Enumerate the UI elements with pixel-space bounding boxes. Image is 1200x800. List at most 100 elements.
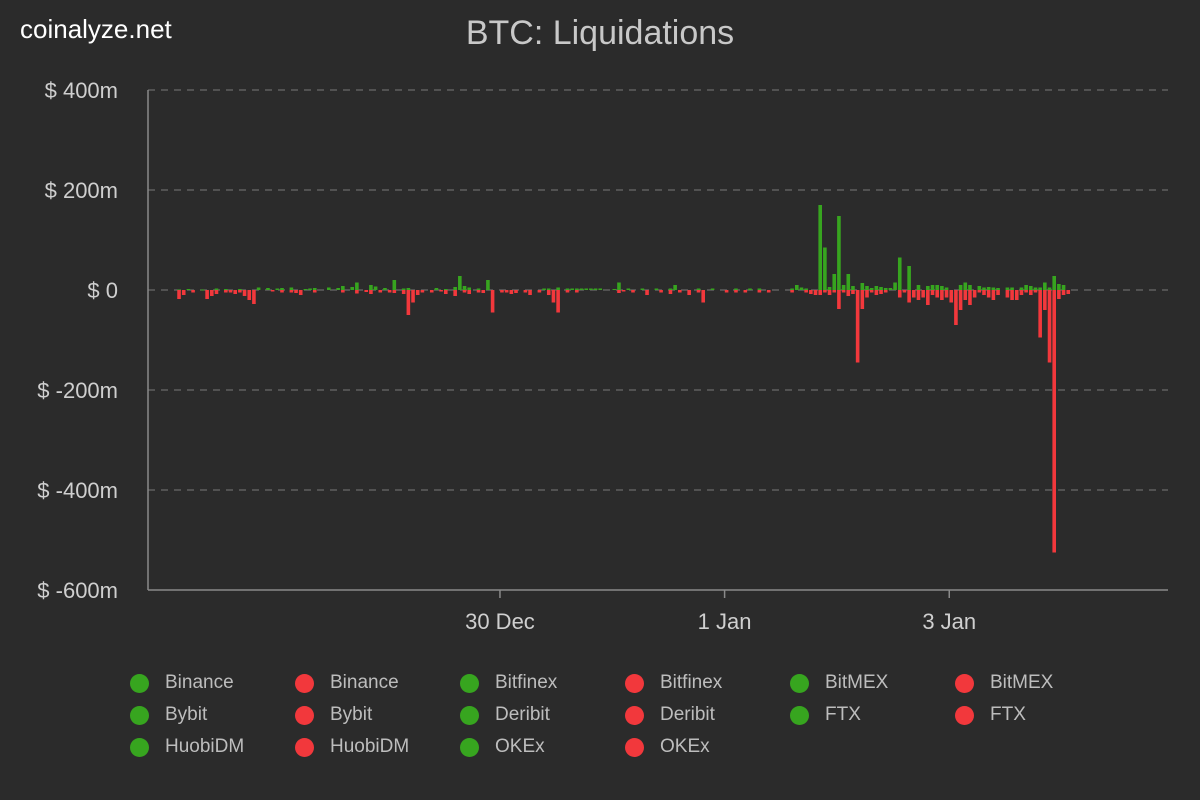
long-liquidation-bar[interactable] [958,285,963,290]
short-liquidation-bar[interactable] [415,290,420,295]
short-liquidation-bar[interactable] [874,290,879,295]
short-liquidation-bar[interactable] [270,290,275,292]
short-liquidation-bar[interactable] [841,290,846,293]
short-liquidation-bar[interactable] [827,290,832,295]
long-liquidation-bar[interactable] [869,288,874,290]
long-liquidation-bar[interactable] [458,276,462,290]
short-liquidation-bar[interactable] [378,290,383,293]
short-liquidation-bar[interactable] [659,290,663,293]
short-liquidation-bar[interactable] [724,290,729,293]
short-liquidation-bar[interactable] [958,290,963,310]
short-liquidation-bar[interactable] [565,290,570,293]
long-liquidation-bar[interactable] [327,287,331,291]
legend-item[interactable]: FTX [790,704,955,726]
long-liquidation-bar[interactable] [373,286,378,291]
short-liquidation-bar[interactable] [790,290,794,293]
short-liquidation-bar[interactable] [883,290,888,293]
short-liquidation-bar[interactable] [766,290,771,293]
long-liquidation-bar[interactable] [275,288,280,291]
short-liquidation-bar[interactable] [972,290,977,298]
long-liquidation-bar[interactable] [916,285,921,290]
long-liquidation-bar[interactable] [575,288,579,291]
short-liquidation-bar[interactable] [364,290,369,292]
long-liquidation-bar[interactable] [1029,286,1033,290]
long-liquidation-bar[interactable] [897,257,902,291]
long-liquidation-bar[interactable] [832,274,837,290]
short-liquidation-bar[interactable] [1033,290,1038,293]
short-liquidation-bar[interactable] [210,290,214,296]
short-liquidation-bar[interactable] [977,290,982,293]
legend-item[interactable]: Binance [130,672,295,694]
long-liquidation-bar[interactable] [200,289,205,291]
legend-item[interactable]: Bitfinex [625,672,790,694]
short-liquidation-bar[interactable] [668,290,673,294]
short-liquidation-bar[interactable] [504,290,509,293]
legend-item[interactable]: Deribit [460,704,625,726]
short-liquidation-bar[interactable] [734,290,738,293]
short-liquidation-bar[interactable] [944,290,949,298]
short-liquidation-bar[interactable] [1061,290,1066,295]
long-liquidation-bar[interactable] [214,288,219,291]
short-liquidation-bar[interactable] [242,290,247,296]
short-liquidation-bar[interactable] [940,290,944,300]
short-liquidation-bar[interactable] [233,290,237,294]
short-liquidation-bar[interactable] [1005,290,1010,298]
short-liquidation-bar[interactable] [897,290,902,298]
short-liquidation-bar[interactable] [1029,290,1033,295]
long-liquidation-bar[interactable] [977,286,982,290]
short-liquidation-bar[interactable] [930,290,935,295]
short-liquidation-bar[interactable] [804,290,808,293]
legend-item[interactable]: FTX [955,704,1120,726]
legend-item[interactable]: BitMEX [790,672,955,694]
short-liquidation-bar[interactable] [509,290,514,294]
long-liquidation-bar[interactable] [280,288,284,290]
long-liquidation-bar[interactable] [827,287,832,290]
short-liquidation-bar[interactable] [1052,290,1056,553]
long-liquidation-bar[interactable] [486,280,490,290]
long-liquidation-bar[interactable] [266,288,270,290]
long-liquidation-bar[interactable] [383,288,387,290]
long-liquidation-bar[interactable] [935,285,939,290]
short-liquidation-bar[interactable] [429,290,434,293]
short-liquidation-bar[interactable] [1043,290,1047,310]
long-liquidation-bar[interactable] [593,288,598,291]
short-liquidation-bar[interactable] [205,290,209,299]
brand-logo-text[interactable]: coinalyze.net [20,14,172,44]
long-liquidation-bar[interactable] [453,287,457,290]
long-liquidation-bar[interactable] [224,289,228,290]
short-liquidation-bar[interactable] [490,290,495,313]
long-liquidation-bar[interactable] [392,280,397,290]
long-liquidation-bar[interactable] [940,286,944,290]
short-liquidation-bar[interactable] [809,290,813,294]
short-liquidation-bar[interactable] [986,290,991,298]
short-liquidation-bar[interactable] [289,290,294,293]
short-liquidation-bar[interactable] [846,290,851,296]
short-liquidation-bar[interactable] [181,290,186,295]
long-liquidation-bar[interactable] [907,266,911,290]
short-liquidation-bar[interactable] [968,290,972,305]
short-liquidation-bar[interactable] [177,290,181,299]
long-liquidation-bar[interactable] [818,205,822,290]
long-liquidation-bar[interactable] [982,287,986,291]
short-liquidation-bar[interactable] [996,290,1000,295]
long-liquidation-bar[interactable] [879,287,883,290]
long-liquidation-bar[interactable] [256,287,261,291]
long-liquidation-bar[interactable] [696,288,701,291]
long-liquidation-bar[interactable] [1005,287,1010,291]
short-liquidation-bar[interactable] [575,290,579,293]
short-liquidation-bar[interactable] [912,290,916,298]
long-liquidation-bar[interactable] [930,285,935,290]
long-liquidation-bar[interactable] [710,288,715,291]
long-liquidation-bar[interactable] [963,282,968,291]
long-liquidation-bar[interactable] [1033,287,1038,291]
long-liquidation-bar[interactable] [790,288,794,291]
long-liquidation-bar[interactable] [757,288,762,291]
long-liquidation-bar[interactable] [186,289,191,290]
short-liquidation-bar[interactable] [537,290,542,293]
long-liquidation-bar[interactable] [1010,287,1014,291]
short-liquidation-bar[interactable] [228,290,233,293]
long-liquidation-bar[interactable] [579,288,584,291]
long-liquidation-bar[interactable] [1052,276,1056,290]
short-liquidation-bar[interactable] [1066,290,1071,294]
short-liquidation-bar[interactable] [420,290,425,293]
